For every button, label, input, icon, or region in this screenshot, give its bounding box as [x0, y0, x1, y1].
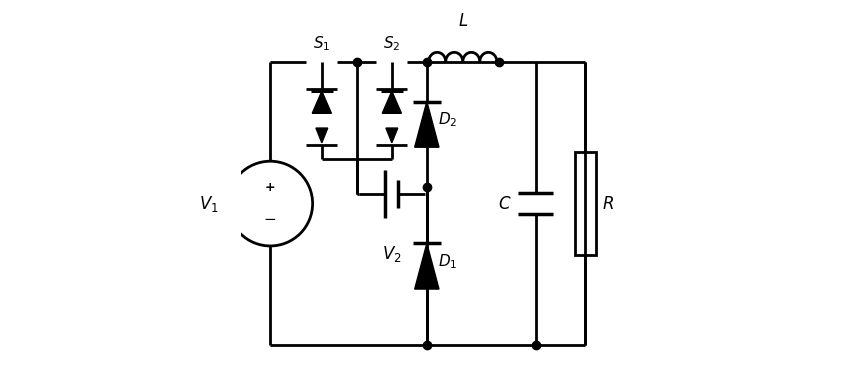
Polygon shape: [415, 243, 439, 289]
Text: $V_1$: $V_1$: [199, 194, 218, 214]
Text: $D_2$: $D_2$: [438, 110, 457, 129]
Text: $D_1$: $D_1$: [438, 252, 457, 271]
Text: $C$: $C$: [497, 194, 511, 212]
Text: $L$: $L$: [457, 12, 468, 30]
Bar: [575, 152, 596, 255]
Text: $R$: $R$: [602, 194, 615, 212]
Polygon shape: [316, 128, 328, 143]
Polygon shape: [382, 91, 401, 113]
Text: $S_1$: $S_1$: [313, 34, 331, 52]
Text: $S_2$: $S_2$: [383, 34, 400, 52]
Text: −: −: [264, 212, 276, 227]
Polygon shape: [386, 128, 398, 143]
Text: +: +: [265, 181, 275, 194]
Polygon shape: [312, 91, 332, 113]
Text: $V_2$: $V_2$: [382, 244, 402, 264]
Polygon shape: [415, 101, 439, 147]
